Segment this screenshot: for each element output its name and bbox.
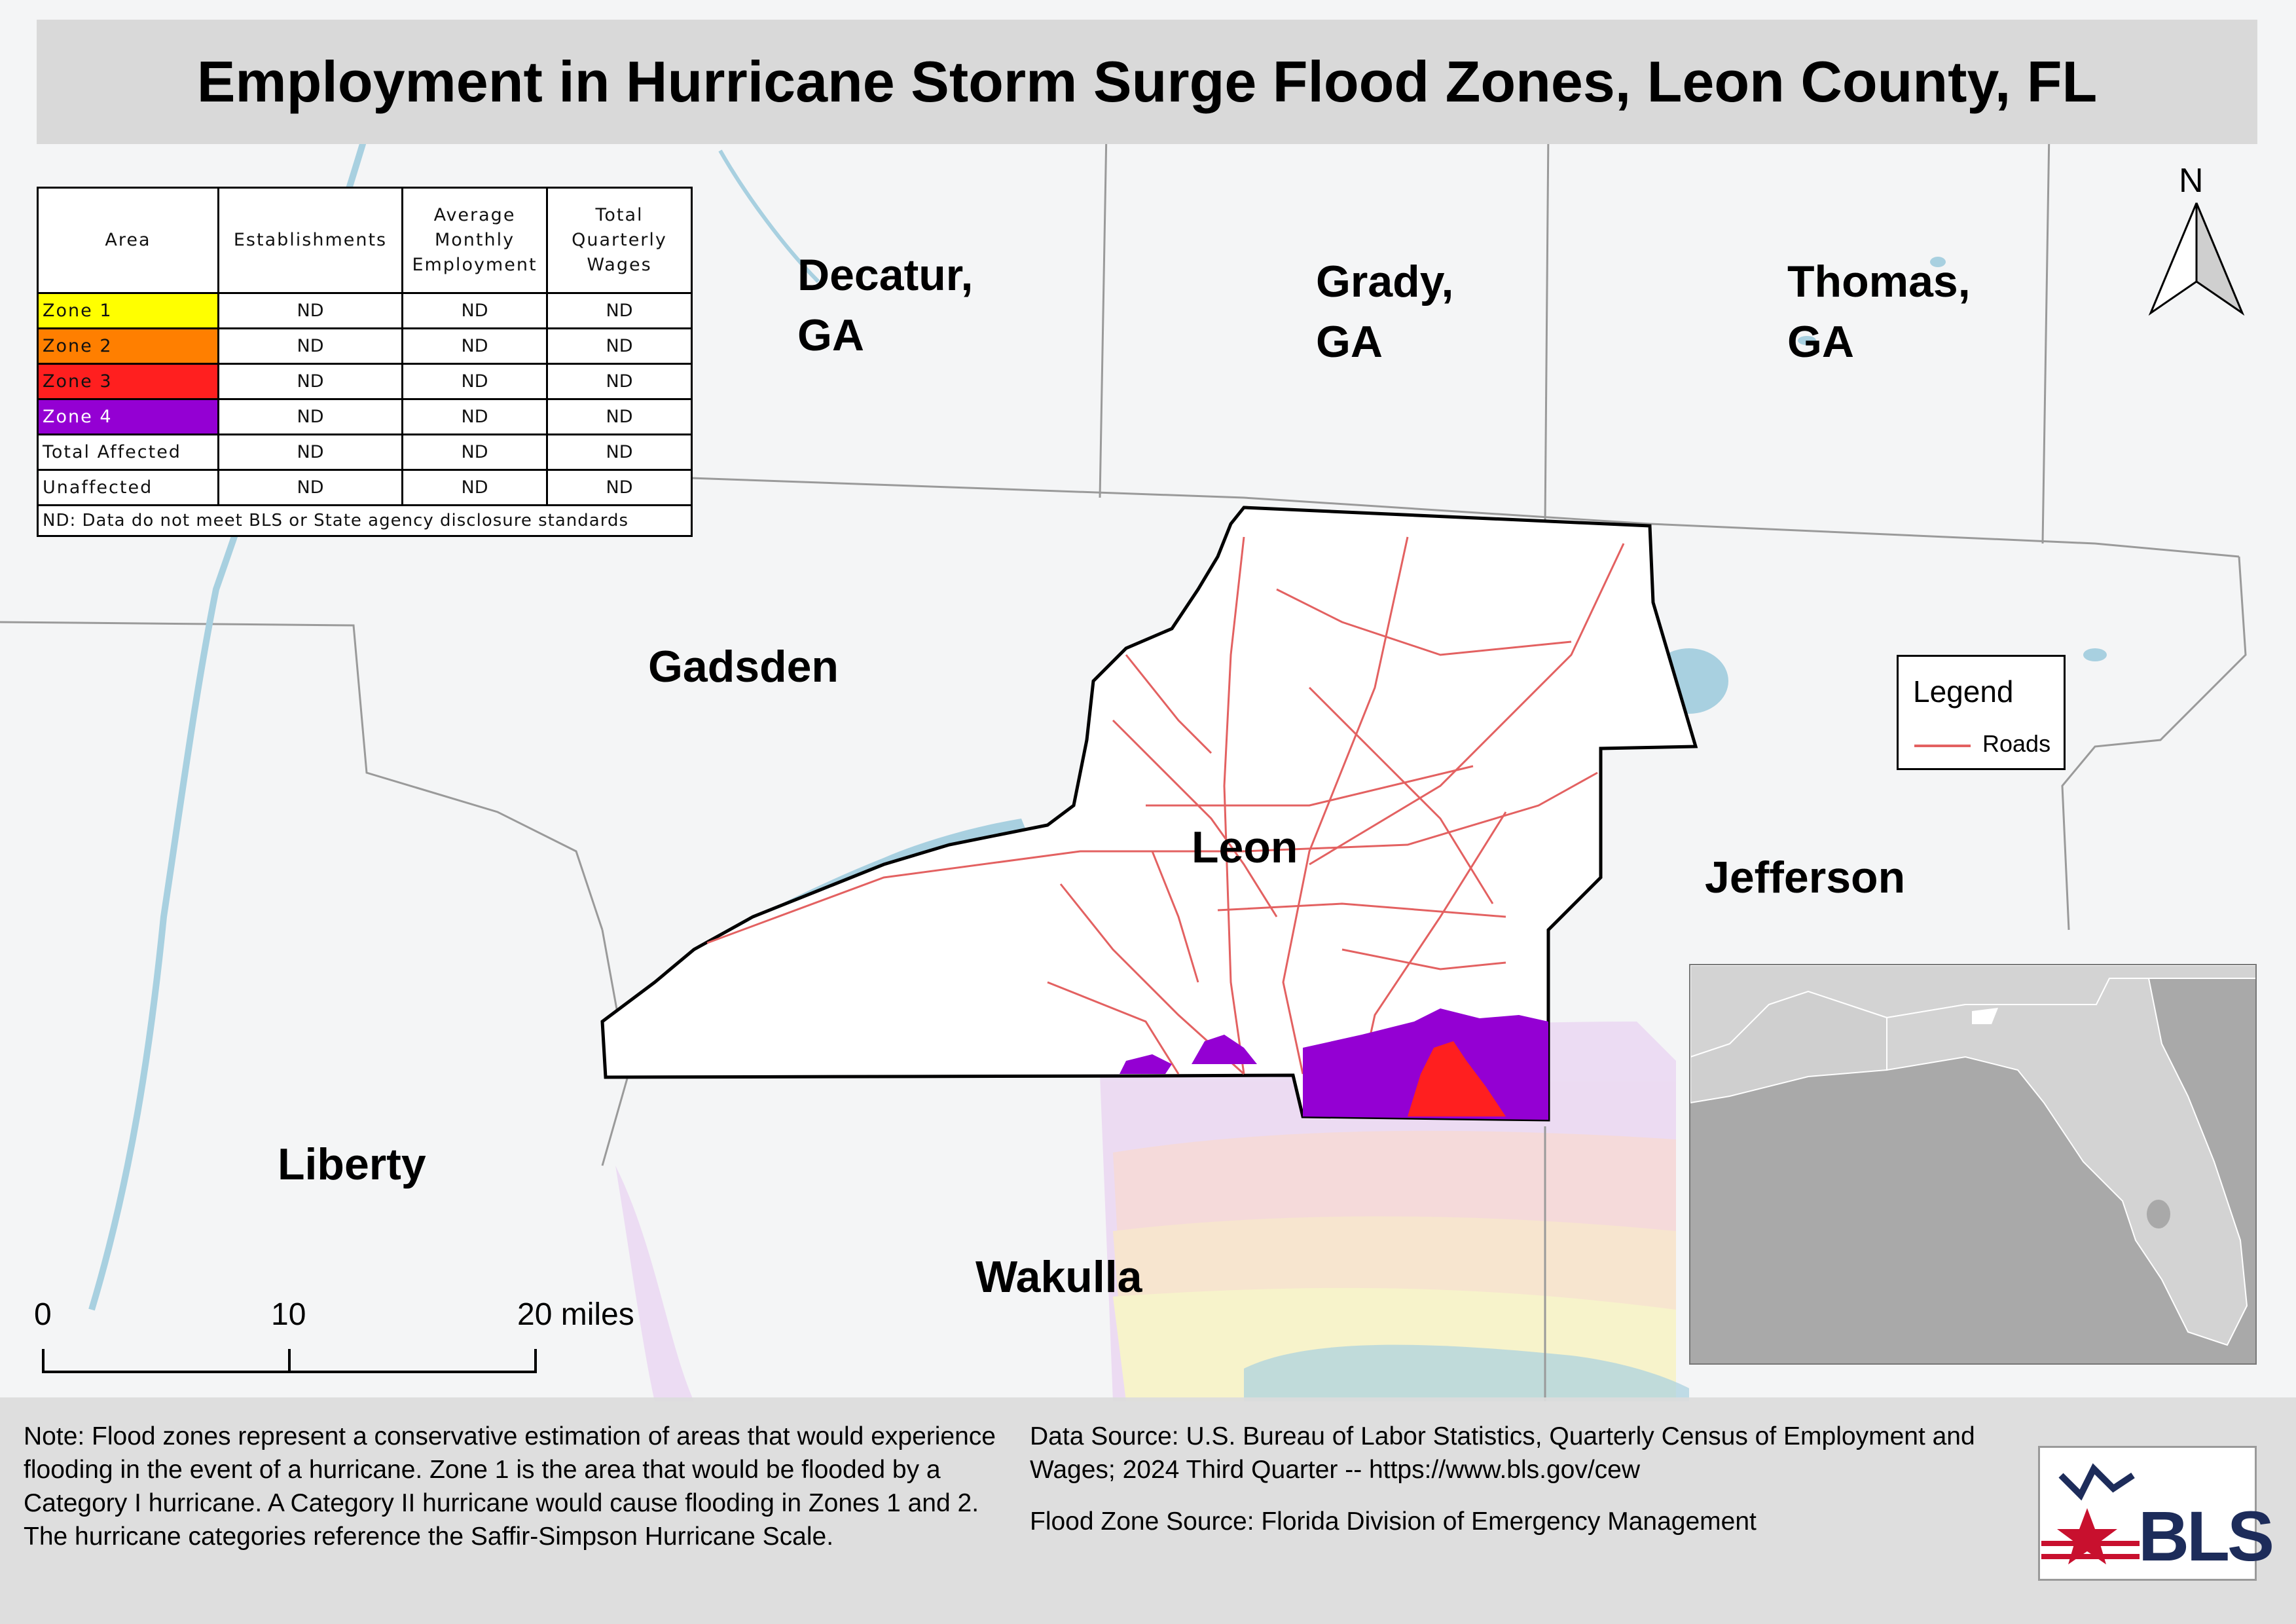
scale-tick-0: 0 <box>34 1297 52 1332</box>
row-area: Total Affected <box>37 434 219 471</box>
header-establishments: Establishments <box>217 187 403 294</box>
north-label: N <box>2179 162 2204 200</box>
row-employment: ND <box>401 434 548 471</box>
florida-locator <box>1690 965 2255 1363</box>
zone4-mid <box>1192 1035 1257 1064</box>
row-establishments: ND <box>217 398 403 435</box>
table-row: Zone 3 ND ND ND <box>37 363 693 400</box>
label-leon: Leon <box>1192 822 1298 872</box>
roads-line-swatch <box>1914 745 1971 747</box>
row-area: Unaffected <box>37 469 219 506</box>
source-block: Data Source: U.S. Bureau of Labor Statis… <box>1030 1420 2051 1557</box>
row-wages: ND <box>546 469 693 506</box>
header-area: Area <box>37 187 219 294</box>
row-wages: ND <box>546 292 693 329</box>
label-decatur: Decatur, GA <box>797 250 974 360</box>
table-footnote-row: ND: Data do not meet BLS or State agency… <box>37 504 693 537</box>
row-wages: ND <box>546 398 693 435</box>
leon-county <box>600 506 1698 1122</box>
row-area: Zone 1 <box>37 292 219 329</box>
title-bar: Employment in Hurricane Storm Surge Floo… <box>37 20 2257 144</box>
table-header-row: Area Establishments Average Monthly Empl… <box>37 187 693 294</box>
label-gadsden: Gadsden <box>648 642 839 692</box>
row-employment: ND <box>401 398 548 435</box>
row-establishments: ND <box>217 363 403 400</box>
label-wakulla: Wakulla <box>975 1252 1142 1302</box>
map-title: Employment in Hurricane Storm Surge Floo… <box>196 49 2098 114</box>
legend-title: Legend <box>1913 674 2014 709</box>
zone4-west <box>1120 1054 1172 1074</box>
bls-logo: BLS <box>2038 1446 2274 1581</box>
scale-bar <box>42 1349 537 1373</box>
table-row: Zone 4 ND ND ND <box>37 398 693 435</box>
row-establishments: ND <box>217 469 403 506</box>
flood-zone-source: Flood Zone Source: Florida Division of E… <box>1030 1507 1757 1536</box>
row-establishments: ND <box>217 327 403 365</box>
label-jefferson: Jefferson <box>1705 853 1906 902</box>
label-grady: Grady, GA <box>1316 257 1454 367</box>
row-establishments: ND <box>217 434 403 471</box>
bls-logo-text: BLS <box>2138 1496 2274 1576</box>
row-wages: ND <box>546 327 693 365</box>
table-row: Total Affected ND ND ND <box>37 434 693 471</box>
locator-inset-map <box>1689 964 2257 1365</box>
row-wages: ND <box>546 434 693 471</box>
table-row: Unaffected ND ND ND <box>37 469 693 506</box>
header-wages: Total Quarterly Wages <box>546 187 693 294</box>
row-wages: ND <box>546 363 693 400</box>
row-employment: ND <box>401 292 548 329</box>
header-employment: Average Monthly Employment <box>401 187 548 294</box>
row-employment: ND <box>401 363 548 400</box>
legend-roads-label: Roads <box>1982 730 2051 757</box>
table-row: Zone 1 ND ND ND <box>37 292 693 329</box>
table-footnote: ND: Data do not meet BLS or State agency… <box>37 504 693 537</box>
row-area: Zone 4 <box>37 398 219 435</box>
row-area: Zone 3 <box>37 363 219 400</box>
flood-zone-note: Note: Flood zones represent a conservati… <box>24 1422 996 1551</box>
row-establishments: ND <box>217 292 403 329</box>
north-arrow-icon <box>2148 202 2245 316</box>
row-area: Zone 2 <box>37 327 219 365</box>
footer-panel <box>0 1397 2296 1624</box>
scale-tick-20: 20 miles <box>517 1297 634 1332</box>
label-liberty: Liberty <box>278 1139 426 1189</box>
table-row: Zone 2 ND ND ND <box>37 327 693 365</box>
zone3-area <box>1408 1041 1506 1116</box>
row-employment: ND <box>401 327 548 365</box>
employment-table: Area Establishments Average Monthly Empl… <box>37 187 693 537</box>
row-employment: ND <box>401 469 548 506</box>
legend: Legend Roads <box>1897 655 2066 770</box>
bls-star-icon <box>2041 1463 2140 1564</box>
gulf-water <box>1244 1344 1689 1401</box>
label-thomas: Thomas, GA <box>1787 257 1971 367</box>
data-source: Data Source: U.S. Bureau of Labor Statis… <box>1030 1422 1975 1484</box>
scale-tick-10: 10 <box>271 1297 306 1332</box>
